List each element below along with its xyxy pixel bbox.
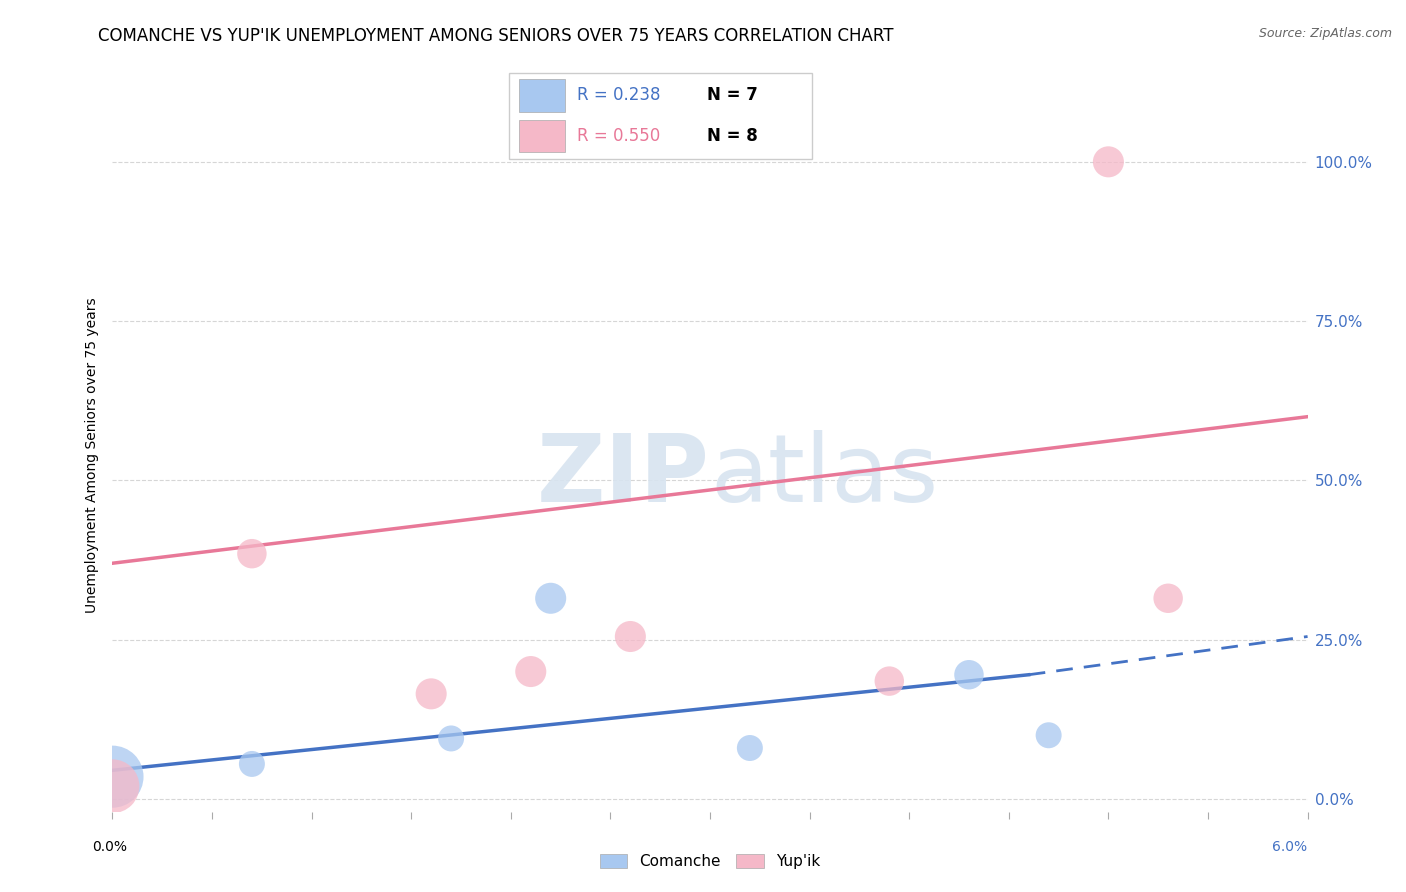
FancyBboxPatch shape xyxy=(509,73,813,159)
Point xyxy=(619,630,641,644)
Text: Source: ZipAtlas.com: Source: ZipAtlas.com xyxy=(1258,27,1392,40)
Point xyxy=(420,687,443,701)
Text: R = 0.550: R = 0.550 xyxy=(578,127,661,145)
Point xyxy=(240,756,263,771)
Point xyxy=(101,779,124,793)
Point xyxy=(1038,728,1060,742)
FancyBboxPatch shape xyxy=(519,120,565,152)
Text: COMANCHE VS YUP'IK UNEMPLOYMENT AMONG SENIORS OVER 75 YEARS CORRELATION CHART: COMANCHE VS YUP'IK UNEMPLOYMENT AMONG SE… xyxy=(98,27,894,45)
Point xyxy=(738,741,761,756)
Text: ZIP: ZIP xyxy=(537,430,710,523)
FancyBboxPatch shape xyxy=(519,79,565,112)
Text: N = 8: N = 8 xyxy=(707,127,758,145)
Text: atlas: atlas xyxy=(710,430,938,523)
Point xyxy=(877,674,900,689)
Text: R = 0.238: R = 0.238 xyxy=(578,87,661,104)
Point xyxy=(240,547,263,561)
Y-axis label: Unemployment Among Seniors over 75 years: Unemployment Among Seniors over 75 years xyxy=(84,297,98,613)
Point xyxy=(520,665,543,679)
Legend: Comanche, Yup'ik: Comanche, Yup'ik xyxy=(593,848,827,875)
Point xyxy=(440,731,463,746)
Point xyxy=(957,667,980,681)
Point xyxy=(540,591,562,606)
Point xyxy=(1157,591,1180,606)
Text: 0.0%: 0.0% xyxy=(93,840,128,855)
Point xyxy=(101,770,124,784)
Text: N = 7: N = 7 xyxy=(707,87,758,104)
Point xyxy=(1097,154,1119,169)
Text: 6.0%: 6.0% xyxy=(1272,840,1308,855)
